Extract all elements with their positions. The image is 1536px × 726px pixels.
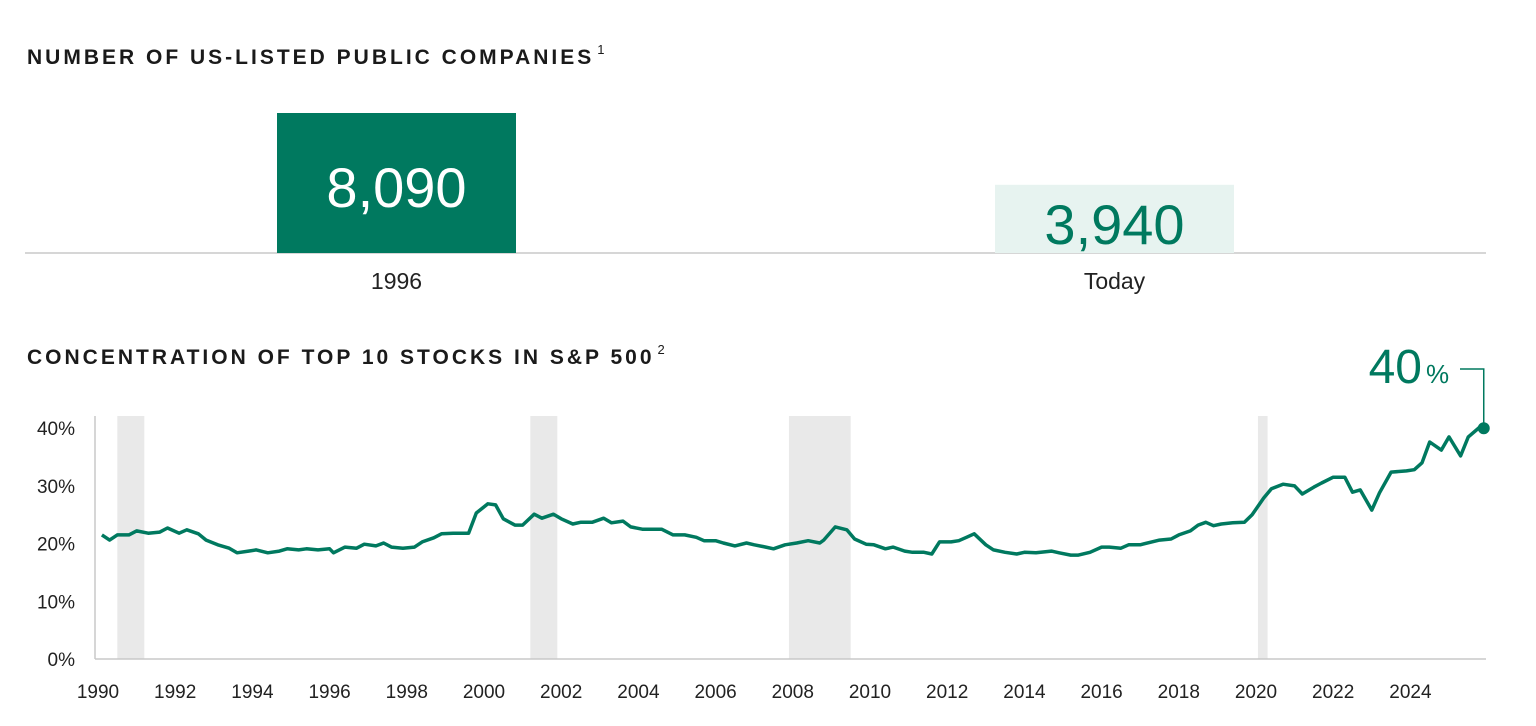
x-tick-label: 2010 xyxy=(849,682,891,703)
bar-value-label: 8,090 xyxy=(326,156,466,219)
bar-chart-title: NUMBER OF US-LISTED PUBLIC COMPANIES 1 xyxy=(27,42,605,70)
x-tick-label: 2002 xyxy=(540,682,582,703)
bar-category-label: 1996 xyxy=(371,268,422,294)
recession-band xyxy=(117,416,145,659)
x-tick-label: 2004 xyxy=(617,682,660,703)
x-tick-label: 2024 xyxy=(1389,682,1432,703)
x-tick-label: 2020 xyxy=(1235,682,1277,703)
bar-category-label: Today xyxy=(1084,268,1146,294)
line-chart-title-text: CONCENTRATION OF TOP 10 STOCKS IN S&P 50… xyxy=(27,346,655,369)
y-tick-label: 40% xyxy=(37,419,75,440)
x-tick-label: 2000 xyxy=(463,682,505,703)
x-tick-label: 1990 xyxy=(77,682,119,703)
x-tick-label: 2018 xyxy=(1158,682,1200,703)
x-tick-label: 2012 xyxy=(926,682,968,703)
y-tick-label: 20% xyxy=(37,535,75,556)
end-value-label: 40 xyxy=(1369,341,1422,394)
x-tick-label: 2014 xyxy=(1003,682,1046,703)
x-tick-label: 1994 xyxy=(231,682,274,703)
bar-1996 xyxy=(277,113,516,253)
x-tick-label: 2006 xyxy=(694,682,736,703)
bar-value-label: 3,940 xyxy=(1044,193,1184,256)
line-chart-title: CONCENTRATION OF TOP 10 STOCKS IN S&P 50… xyxy=(27,342,665,370)
x-tick-label: 1998 xyxy=(386,682,428,703)
end-value-unit: % xyxy=(1426,359,1449,389)
bar-today xyxy=(995,184,1234,253)
x-tick-label: 2022 xyxy=(1312,682,1354,703)
footnote-marker: 1 xyxy=(597,42,605,57)
footnote-marker: 2 xyxy=(657,342,665,357)
recession-band xyxy=(530,416,558,659)
x-tick-label: 2016 xyxy=(1080,682,1122,703)
x-tick-label: 1996 xyxy=(308,682,350,703)
recession-band xyxy=(788,416,851,659)
recession-band xyxy=(1257,416,1268,659)
x-tick-label: 1992 xyxy=(154,682,196,703)
y-tick-label: 30% xyxy=(37,477,75,498)
y-tick-label: 10% xyxy=(37,592,75,613)
bar-chart-title-text: NUMBER OF US-LISTED PUBLIC COMPANIES xyxy=(27,46,595,69)
x-tick-label: 2008 xyxy=(772,682,814,703)
series-line xyxy=(100,425,1485,557)
end-label-leader xyxy=(1460,368,1485,429)
y-tick-label: 0% xyxy=(48,650,76,671)
